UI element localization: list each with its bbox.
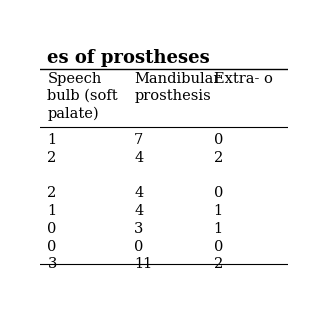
Text: Mandibular
prosthesis: Mandibular prosthesis bbox=[134, 72, 220, 103]
Text: es of prostheses: es of prostheses bbox=[47, 50, 210, 68]
Text: 2: 2 bbox=[47, 151, 57, 165]
Text: 1: 1 bbox=[47, 133, 57, 147]
Text: Speech
bulb (soft
palate): Speech bulb (soft palate) bbox=[47, 72, 118, 121]
Text: 0: 0 bbox=[134, 240, 144, 254]
Text: 2: 2 bbox=[214, 258, 223, 271]
Text: 0: 0 bbox=[47, 240, 57, 254]
Text: 0: 0 bbox=[214, 240, 223, 254]
Text: 4: 4 bbox=[134, 204, 143, 218]
Text: 4: 4 bbox=[134, 187, 143, 201]
Text: 11: 11 bbox=[134, 258, 153, 271]
Text: 0: 0 bbox=[47, 222, 57, 236]
Text: 7: 7 bbox=[134, 133, 143, 147]
Text: 4: 4 bbox=[134, 151, 143, 165]
Text: 2: 2 bbox=[214, 151, 223, 165]
Text: 1: 1 bbox=[47, 204, 57, 218]
Text: 0: 0 bbox=[214, 133, 223, 147]
Text: 1: 1 bbox=[214, 204, 223, 218]
Text: 0: 0 bbox=[214, 187, 223, 201]
Text: 3: 3 bbox=[134, 222, 144, 236]
Text: 2: 2 bbox=[47, 187, 57, 201]
Text: Extra- o: Extra- o bbox=[214, 72, 272, 86]
Text: 1: 1 bbox=[214, 222, 223, 236]
Text: 3: 3 bbox=[47, 258, 57, 271]
